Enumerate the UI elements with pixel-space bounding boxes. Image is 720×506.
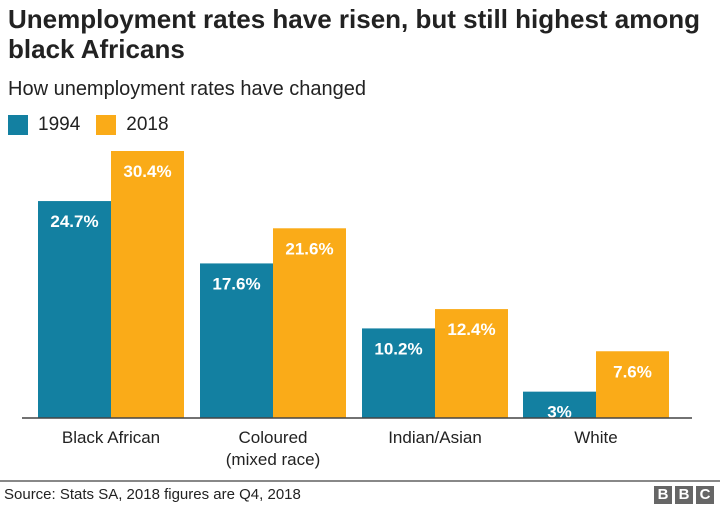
bar-1994-1 — [200, 263, 273, 418]
data-label: 10.2% — [374, 339, 422, 358]
category-label: White — [574, 428, 617, 447]
category-label: Indian/Asian — [388, 428, 482, 447]
data-label: 7.6% — [613, 362, 652, 381]
bar-2018-0 — [111, 151, 184, 418]
category-label: Coloured — [239, 428, 308, 447]
legend-swatch-2018 — [96, 115, 117, 135]
bar-1994-0 — [38, 201, 111, 418]
bar-1994-2 — [362, 328, 435, 418]
chart-subtitle: How unemployment rates have changed — [8, 78, 366, 100]
data-label: 17.6% — [212, 274, 260, 293]
category-label: (mixed race) — [226, 450, 320, 469]
legend: 1994 2018 — [8, 114, 185, 136]
category-label: Black African — [62, 428, 160, 447]
data-label: 24.7% — [50, 212, 98, 231]
legend-label-1994: 1994 — [38, 114, 81, 135]
legend-label-2018: 2018 — [126, 114, 169, 135]
data-label: 3% — [547, 403, 572, 422]
chart-title: Unemployment rates have risen, but still… — [8, 4, 701, 64]
bar-2018-1 — [273, 228, 346, 418]
data-label: 21.6% — [285, 239, 333, 258]
legend-swatch-1994 — [8, 115, 28, 135]
bar-2018-2 — [435, 309, 508, 418]
data-label: 12.4% — [447, 320, 495, 339]
bar-1994-3 — [523, 391, 596, 418]
bar-2018-3 — [596, 351, 669, 418]
source-note: Source: Stats SA, 2018 figures are Q4, 2… — [4, 486, 301, 503]
footer-divider — [0, 480, 720, 482]
data-label: 30.4% — [123, 162, 171, 181]
bar-plot: 24.7% 30.4% Black African 17.6% 21.6% Coloure… — [22, 151, 692, 469]
